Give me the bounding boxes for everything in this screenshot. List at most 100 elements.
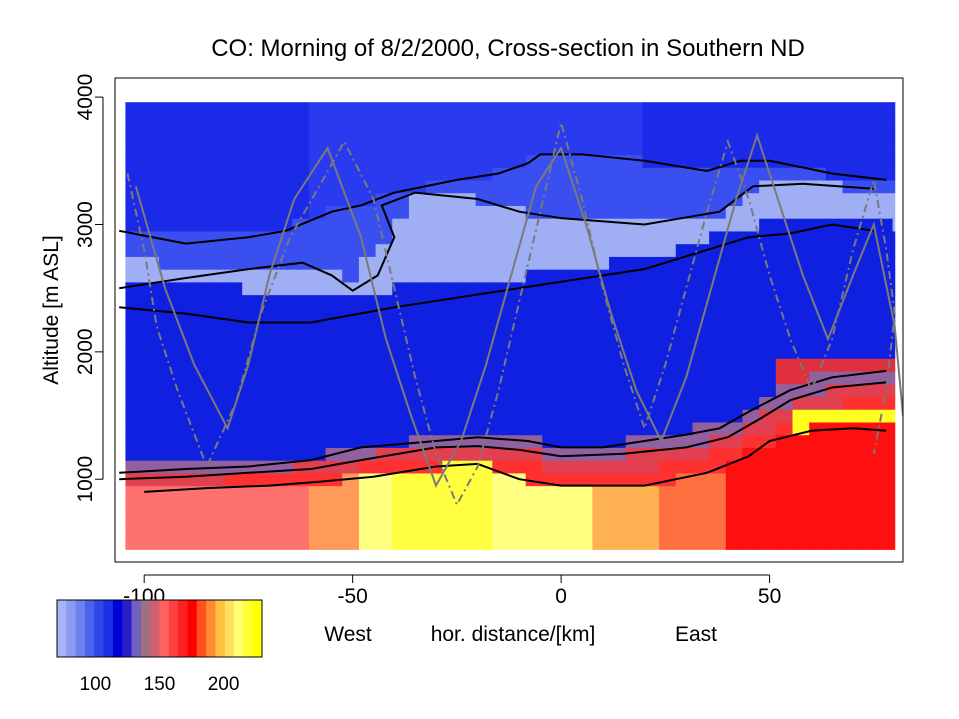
heatmap-cell bbox=[642, 523, 660, 538]
heatmap-cell bbox=[475, 536, 493, 550]
heatmap-cell bbox=[625, 307, 644, 321]
heatmap-cell bbox=[325, 421, 343, 436]
heatmap-cell bbox=[175, 358, 193, 372]
heatmap-cell bbox=[392, 154, 410, 168]
heatmap-cell bbox=[408, 281, 427, 296]
heatmap-cell bbox=[342, 332, 360, 347]
heatmap-cell bbox=[592, 434, 610, 448]
heatmap-cell bbox=[592, 167, 610, 181]
heatmap-cell bbox=[792, 218, 810, 232]
heatmap-cell bbox=[792, 320, 810, 334]
heatmap-cell bbox=[725, 498, 744, 512]
heatmap-cell bbox=[842, 447, 860, 461]
heatmap-cell bbox=[458, 358, 477, 372]
heatmap-cell bbox=[408, 383, 427, 398]
heatmap-cell bbox=[242, 536, 260, 550]
heatmap-cell bbox=[725, 409, 744, 423]
heatmap-cell bbox=[625, 345, 644, 359]
heatmap-cell bbox=[859, 358, 877, 372]
heatmap-cell bbox=[475, 281, 493, 296]
heatmap-cell bbox=[125, 205, 143, 219]
heatmap-cell bbox=[642, 332, 660, 347]
heatmap-cell bbox=[575, 320, 593, 334]
heatmap-cell bbox=[292, 383, 310, 398]
heatmap-cell bbox=[775, 460, 794, 474]
heatmap-cell bbox=[425, 447, 443, 461]
heatmap-cell bbox=[625, 511, 644, 525]
heatmap-cell bbox=[759, 218, 777, 232]
heatmap-cell bbox=[675, 485, 694, 499]
heatmap-cell bbox=[609, 511, 627, 525]
heatmap-cell bbox=[592, 472, 610, 487]
heatmap-cell bbox=[275, 128, 293, 143]
heatmap-cell bbox=[492, 523, 510, 538]
heatmap-cell bbox=[859, 320, 877, 334]
heatmap-cell bbox=[625, 281, 644, 296]
heatmap-cell bbox=[892, 269, 896, 283]
heatmap-cell bbox=[592, 358, 610, 372]
heatmap-cell bbox=[675, 167, 694, 181]
heatmap-cell bbox=[325, 269, 343, 283]
y-tick-label: 1000 bbox=[74, 456, 97, 503]
heatmap-cell bbox=[859, 396, 877, 410]
heatmap-cell bbox=[392, 281, 410, 296]
heatmap-cell bbox=[542, 498, 560, 512]
heatmap-cell bbox=[325, 116, 343, 130]
heatmap-cell bbox=[625, 294, 644, 308]
heatmap-cell bbox=[592, 536, 610, 550]
heatmap-cell bbox=[258, 421, 277, 436]
heatmap-cell bbox=[308, 485, 327, 499]
heatmap-cell bbox=[509, 320, 527, 334]
heatmap-cell bbox=[292, 102, 310, 105]
heatmap-cell bbox=[292, 167, 310, 181]
heatmap-cell bbox=[659, 358, 677, 372]
heatmap-cell bbox=[792, 345, 810, 359]
heatmap-cell bbox=[442, 205, 460, 219]
heatmap-cell bbox=[325, 294, 343, 308]
heatmap-cell bbox=[592, 141, 610, 156]
heatmap-cell bbox=[258, 281, 277, 296]
heatmap-cell bbox=[458, 141, 477, 156]
heatmap-cell bbox=[892, 370, 896, 385]
heatmap-cell bbox=[258, 345, 277, 359]
contour-line-inversion-top bbox=[119, 369, 887, 474]
heatmap-cell bbox=[175, 230, 193, 245]
colorbar-swatch bbox=[150, 600, 160, 657]
heatmap-cell bbox=[358, 141, 377, 156]
heatmap-cell bbox=[358, 167, 377, 181]
heatmap-cell bbox=[208, 472, 227, 487]
heatmap-cell bbox=[859, 128, 877, 143]
heatmap-cell bbox=[592, 102, 610, 105]
heatmap-cell bbox=[575, 128, 593, 143]
heatmap-cell bbox=[392, 269, 410, 283]
heatmap-cell bbox=[892, 141, 896, 156]
heatmap-cell bbox=[792, 383, 810, 398]
heatmap-cell bbox=[509, 332, 527, 347]
heatmap-cell bbox=[709, 485, 727, 499]
heatmap-cell bbox=[809, 472, 827, 487]
heatmap-cell bbox=[825, 154, 844, 168]
heatmap-cell bbox=[509, 511, 527, 525]
heatmap-cell bbox=[275, 498, 293, 512]
heatmap-cell bbox=[425, 498, 443, 512]
heatmap-cell bbox=[542, 103, 560, 117]
heatmap-cell bbox=[592, 383, 610, 398]
heatmap-cell bbox=[875, 256, 894, 270]
heatmap-cell bbox=[242, 269, 260, 283]
heatmap-cell bbox=[125, 102, 143, 105]
heatmap-cell bbox=[292, 536, 310, 550]
heatmap-cell bbox=[192, 179, 210, 194]
heatmap-cell bbox=[609, 167, 627, 181]
heatmap-cell bbox=[492, 409, 510, 423]
heatmap-cell bbox=[525, 536, 543, 550]
colorbar-swatch bbox=[168, 600, 179, 657]
heatmap-cell bbox=[475, 307, 493, 321]
heatmap-cell bbox=[358, 370, 377, 385]
heatmap-cell bbox=[492, 485, 510, 499]
heatmap-cell bbox=[325, 498, 343, 512]
heatmap-cell bbox=[742, 307, 760, 321]
heatmap-cell bbox=[358, 154, 377, 168]
heatmap-cell bbox=[375, 116, 393, 130]
heatmap-cell bbox=[509, 460, 527, 474]
heatmap-cell bbox=[275, 167, 293, 181]
